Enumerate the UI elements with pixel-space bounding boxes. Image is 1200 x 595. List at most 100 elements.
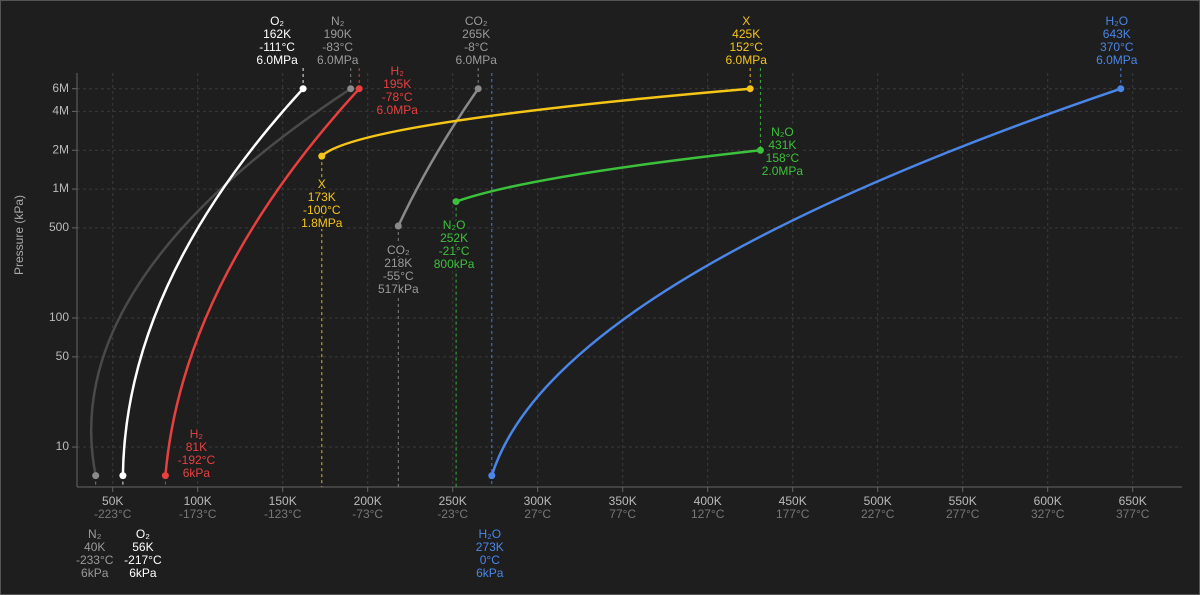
labels: N₂40K-233°C6kPaN₂190K-83°C6.0MPaO₂56K-21… (74, 12, 1140, 582)
x-tick-sublabel: -73°C (352, 507, 383, 521)
point (394, 222, 402, 230)
point-label: -21°C (439, 244, 470, 258)
point-label-name: H₂ (391, 64, 405, 78)
point-label: 6.0MPa (377, 103, 419, 117)
x-tick-label: 250K (439, 494, 467, 508)
point-label: -233°C (76, 553, 114, 567)
point-label: 195K (383, 77, 411, 91)
y-tick-label: 10 (56, 439, 70, 453)
x-tick-label: 350K (609, 494, 637, 508)
series-line (121, 87, 305, 476)
point-label: 6kPa (476, 566, 504, 580)
x-tick-sublabel: 277°C (946, 507, 980, 521)
point-label: 2.0MPa (762, 164, 804, 178)
point-label-name: CO₂ (387, 243, 410, 257)
point-label: 6.0MPa (256, 53, 298, 67)
point-label: 190K (324, 27, 352, 41)
point-label: 431K (768, 138, 796, 152)
point-label: 643K (1103, 27, 1131, 41)
y-tick-label: 500 (49, 220, 69, 234)
x-tick-label: 400K (694, 494, 722, 508)
point-label: 6kPa (183, 466, 211, 480)
point-label: -192°C (178, 453, 216, 467)
point-label: 173K (308, 190, 336, 204)
x-tick-label: 150K (269, 494, 297, 508)
point-label-name: CO₂ (465, 14, 488, 28)
x-tick-label: 500K (864, 494, 892, 508)
y-tick-label: 1M (52, 181, 69, 195)
point-label: 6.0MPa (456, 53, 498, 67)
point-label-name: N₂O (771, 125, 794, 139)
x-tick-label: 650K (1119, 494, 1147, 508)
series-line (89, 87, 352, 476)
x-tick-label: 100K (184, 494, 212, 508)
point (756, 146, 764, 154)
point-label-name: O₂ (270, 14, 284, 28)
point-label: 218K (384, 256, 412, 270)
point-label: 1.8MPa (301, 216, 343, 230)
point-label: 425K (732, 27, 760, 41)
point (318, 152, 326, 160)
x-tick-sublabel: 227°C (861, 507, 895, 521)
point-label-name: H₂ (190, 427, 204, 441)
grid (72, 73, 1182, 492)
point-label: 0°C (480, 553, 500, 567)
point (161, 472, 169, 480)
point-label: 6.0MPa (726, 53, 768, 67)
y-tick-label: 2M (52, 142, 69, 156)
x-tick-sublabel: -123°C (264, 507, 302, 521)
x-tick-sublabel: -223°C (94, 507, 132, 521)
point-label: 152°C (729, 40, 763, 54)
series-line (397, 87, 480, 227)
y-axis-title: Pressure (kPa) (12, 195, 26, 275)
y-tick-label: 6M (52, 81, 69, 95)
point (355, 85, 363, 93)
point-label: 800kPa (434, 257, 475, 271)
point-label: 40K (84, 540, 105, 554)
series-line (490, 87, 1122, 477)
point-label: -217°C (124, 553, 162, 567)
point-label-name: O₂ (136, 527, 150, 541)
series-line (320, 87, 751, 158)
x-tick-sublabel: -23°C (437, 507, 468, 521)
point-label-name: X (742, 14, 750, 28)
point-label-name: H₂O (478, 527, 501, 541)
x-tick-label: 50K (102, 494, 123, 508)
point (488, 472, 496, 480)
x-tick-label: 200K (354, 494, 382, 508)
point-label: 252K (440, 231, 468, 245)
y-tick-label: 100 (49, 310, 69, 324)
point-label: 517kPa (378, 282, 419, 296)
point (746, 85, 754, 93)
point-label: 6.0MPa (317, 53, 359, 67)
x-tick-sublabel: 327°C (1031, 507, 1065, 521)
point (299, 85, 307, 93)
x-tick-sublabel: 177°C (776, 507, 810, 521)
point-label: 81K (186, 440, 207, 454)
lines (89, 85, 1125, 480)
x-tick-sublabel: 377°C (1116, 507, 1150, 521)
x-tick-sublabel: -173°C (179, 507, 217, 521)
point-label: 6kPa (81, 566, 109, 580)
x-tick-sublabel: 127°C (691, 507, 725, 521)
point-label: 56K (132, 540, 153, 554)
point (119, 472, 127, 480)
x-tick-sublabel: 77°C (609, 507, 636, 521)
point-label-name: H₂O (1105, 14, 1128, 28)
point (1117, 85, 1125, 93)
point (452, 198, 460, 206)
point-label: -83°C (322, 40, 353, 54)
point-label-name: N₂O (443, 218, 466, 232)
point-label: -111°C (259, 40, 295, 54)
point-label: -100°C (303, 203, 341, 217)
x-tick-label: 550K (949, 494, 977, 508)
point-label: 158°C (766, 151, 800, 165)
series-line (455, 148, 761, 203)
x-tick-label: 450K (779, 494, 807, 508)
point-label: 6kPa (129, 566, 157, 580)
point-label: 6.0MPa (1096, 53, 1138, 67)
x-tick-sublabel: 27°C (524, 507, 551, 521)
